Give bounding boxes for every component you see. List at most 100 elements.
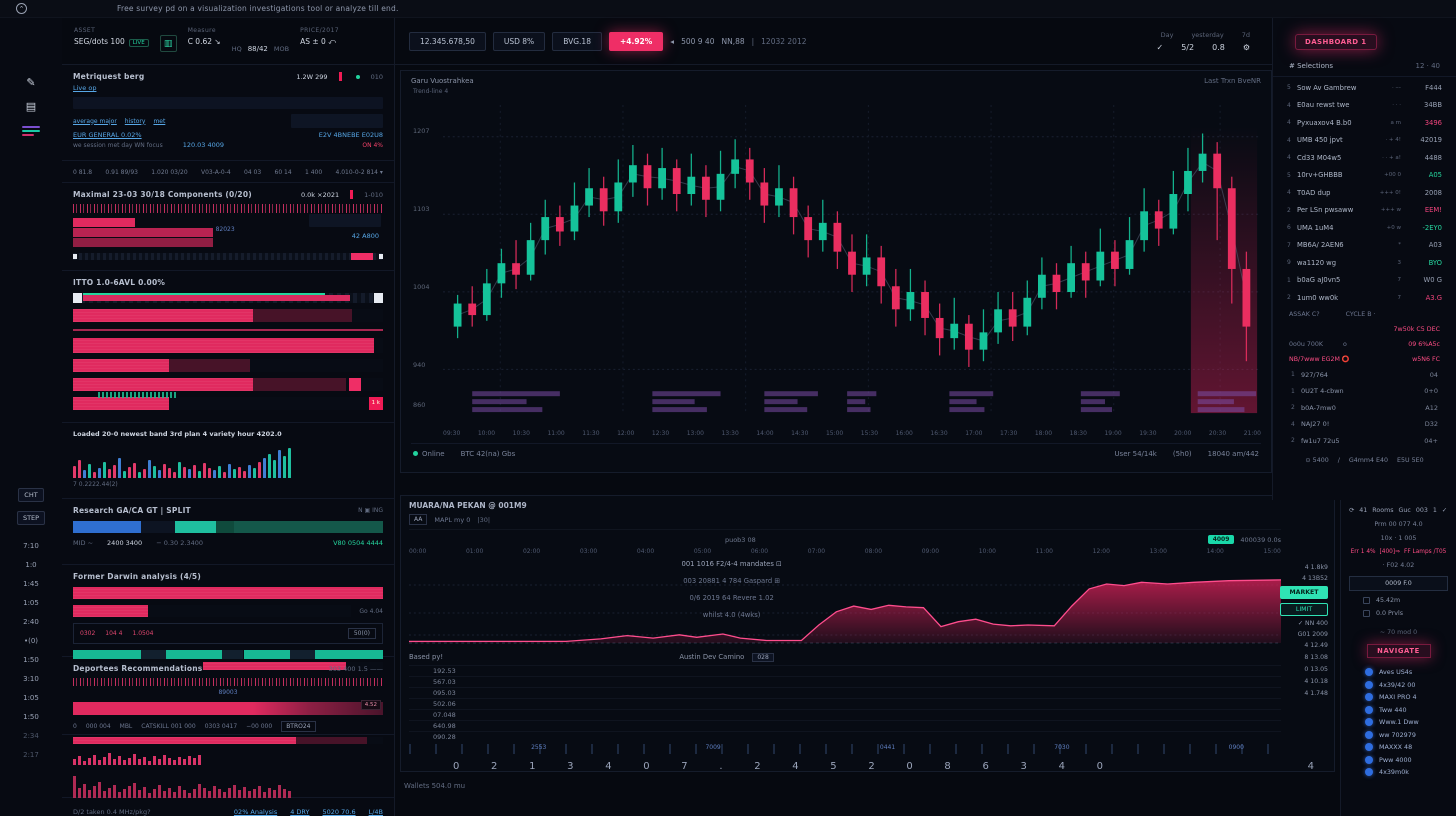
banner-logo-icon[interactable]: ⌃ bbox=[16, 3, 27, 14]
live-op-link[interactable]: Live op bbox=[73, 84, 97, 92]
watchlist-row[interactable]: 4 UMB 450 jpvt · + 4! 42019 bbox=[1287, 132, 1442, 150]
timeframe-item[interactable]: 2:40 bbox=[23, 618, 39, 626]
change-chip[interactable]: +4.92% bbox=[608, 31, 664, 51]
market-button[interactable]: MARKET bbox=[1280, 586, 1328, 599]
footer-link-5020[interactable]: 5020 70.6 bbox=[322, 808, 356, 816]
timeframe-item[interactable]: 7:10 bbox=[23, 542, 39, 550]
order-header-part[interactable]: ✓ bbox=[1441, 507, 1448, 514]
order-header-part[interactable]: 1 bbox=[1432, 507, 1437, 514]
buy-chip[interactable]: 4009 bbox=[1207, 535, 1235, 544]
dashboard-chip[interactable]: DASHBOARD 1 bbox=[1295, 34, 1377, 50]
nav-item[interactable]: MAXXX 48 bbox=[1365, 743, 1448, 751]
step-mode-chip[interactable]: STEP bbox=[16, 511, 46, 525]
brand-logo-icon[interactable] bbox=[22, 124, 40, 138]
checkbox-row-2[interactable]: 0.0 Prvls bbox=[1349, 610, 1448, 617]
watchlist-row[interactable]: 4 T0AD dup +++ 0! 2008 bbox=[1287, 184, 1442, 202]
watchlist-row[interactable]: 5 Sow Av Gambrew · –– F444 bbox=[1287, 79, 1442, 97]
timeframe-item[interactable]: 1:05 bbox=[23, 694, 39, 702]
nav-item[interactable]: 4x39/42 00 bbox=[1365, 680, 1448, 689]
darwin-box-chip[interactable]: 50(0) bbox=[347, 628, 376, 639]
order-header-part[interactable]: 41 bbox=[1359, 507, 1368, 514]
sublink-history[interactable]: history bbox=[124, 117, 146, 125]
foot-esu[interactable]: E5U 5E0 bbox=[1397, 457, 1424, 464]
position-row[interactable]: 1 0U2T 4-cbwn 0+0 bbox=[1273, 383, 1456, 400]
order-header-part[interactable]: Rooms bbox=[1372, 507, 1394, 514]
foot-refresh[interactable]: ⊙ 5400 bbox=[1305, 457, 1329, 464]
nav-item[interactable]: ww 702979 bbox=[1365, 730, 1448, 739]
nav-item[interactable]: Aves US4s bbox=[1365, 668, 1448, 676]
watchlist-row[interactable]: 4 Pyxuaxov4 B.b0 a m 3496 bbox=[1287, 114, 1442, 132]
nav-item[interactable]: Tww 440 bbox=[1365, 705, 1448, 714]
back-arrow-icon[interactable]: ◂ bbox=[670, 36, 675, 46]
position-row[interactable]: 2 b0A-7mw0 A12 bbox=[1273, 400, 1456, 417]
timeframe-item[interactable]: 1:50 bbox=[23, 656, 39, 664]
watchlist-row[interactable]: 5 10rv+GHBBB +00 0 A05 bbox=[1287, 167, 1442, 185]
expand-link[interactable]: ~ 70 mod 0 bbox=[1379, 629, 1418, 636]
timeframe-item[interactable]: 1:50 bbox=[23, 713, 39, 721]
limit-button[interactable]: LIMIT bbox=[1280, 603, 1328, 616]
slider-handle-right[interactable] bbox=[374, 293, 383, 303]
timeframe-item[interactable]: 2:17 bbox=[23, 751, 39, 759]
order-header-part[interactable]: ⟳ bbox=[1349, 507, 1355, 514]
order-header-part[interactable]: 003 bbox=[1415, 507, 1428, 514]
timeframe-item[interactable]: 1:45 bbox=[23, 580, 39, 588]
watchlist-row[interactable]: 1 b0aG aJ0vn5 7 W0 G bbox=[1287, 272, 1442, 290]
watchlist-row[interactable]: 4 E0au rewst twe · · · 34BB bbox=[1287, 97, 1442, 115]
watchlist-row[interactable]: 9 wa1120 wg 3 BYO bbox=[1287, 254, 1442, 272]
asset-value[interactable]: SEG/dots 100 LIVE bbox=[74, 37, 149, 47]
label-day[interactable]: Day bbox=[1160, 30, 1174, 39]
footer-link-dry[interactable]: 4 DRY bbox=[290, 808, 310, 816]
candlestick-plot[interactable] bbox=[443, 97, 1261, 427]
label-yesterday[interactable]: yesterday bbox=[1191, 30, 1224, 39]
currency-chip[interactable]: USD 8% bbox=[492, 31, 546, 51]
timeframe-item[interactable]: •(0) bbox=[23, 637, 39, 645]
index-chip[interactable]: BVG.18 bbox=[552, 31, 602, 51]
watchlist-row[interactable]: 6 UMA 1uM4 +0 w -2EY0 bbox=[1287, 219, 1442, 237]
checkbox-icon[interactable] bbox=[1363, 597, 1370, 604]
measure-value[interactable]: C 0.62 ↘ bbox=[187, 37, 221, 46]
sublink-met[interactable]: met bbox=[153, 117, 166, 125]
nav-item[interactable]: Pww 4000 bbox=[1365, 755, 1448, 764]
foot-gamma[interactable]: G4mm4 E40 bbox=[1348, 457, 1388, 464]
aa-chip[interactable]: AA bbox=[409, 514, 428, 525]
side-check[interactable]: ✓ NN 400 bbox=[1297, 620, 1328, 627]
x-axis-label: 15:30 bbox=[860, 430, 879, 437]
checkbox-icon-2[interactable] bbox=[1363, 610, 1370, 617]
slider-handle-left[interactable] bbox=[73, 293, 82, 303]
price-input[interactable]: 0009 F.0 bbox=[1349, 576, 1448, 591]
position-row[interactable]: 2 fw1u7 72u5 04+ bbox=[1273, 433, 1456, 450]
timeframe-item[interactable]: 1:0 bbox=[25, 561, 37, 569]
view-toggle-icon[interactable]: ▥ bbox=[159, 35, 177, 52]
timeframe-item[interactable]: 3:10 bbox=[23, 675, 39, 683]
checkbox-row-1[interactable]: 45.42m bbox=[1349, 597, 1448, 604]
footer-link-analysis[interactable]: 02% Analysis bbox=[233, 808, 278, 816]
watchlist-row[interactable]: 4 Cd33 M04w5 · · + a! 4488 bbox=[1287, 149, 1442, 167]
nav-item[interactable]: MAXI PRO 4 bbox=[1365, 693, 1448, 701]
timeframe-item[interactable]: 2:34 bbox=[23, 732, 39, 740]
draw-tool-icon[interactable]: ✎ bbox=[26, 76, 36, 89]
label-7d[interactable]: 7d bbox=[1241, 30, 1250, 39]
pair-label: BTC 42(na) Gbs bbox=[460, 450, 516, 458]
navigate-button[interactable]: NAVIGATE bbox=[1366, 644, 1431, 658]
chart-mode-chip[interactable]: CHT bbox=[18, 488, 44, 502]
gear-icon[interactable]: ⚙ bbox=[1242, 42, 1250, 52]
watchlist-row[interactable]: 2 Per LSn pwsaww +++ w EEM! bbox=[1287, 202, 1442, 220]
order-header-part[interactable]: Guc bbox=[1398, 507, 1411, 514]
position-row[interactable]: 1 927/764 04 bbox=[1273, 367, 1456, 384]
sublink-average[interactable]: average major bbox=[73, 117, 117, 125]
nav-item[interactable]: 4x39m0k bbox=[1365, 768, 1448, 776]
balance-chip[interactable]: 12.345.678,50 bbox=[409, 31, 486, 51]
area-plot[interactable] bbox=[409, 555, 1281, 647]
timeframe-item[interactable]: 1:05 bbox=[23, 599, 39, 607]
teal-segment bbox=[166, 650, 222, 659]
position-row[interactable]: 4 NAJ27 0! D32 bbox=[1273, 416, 1456, 433]
recs-row-chip[interactable]: BTRO24 bbox=[281, 721, 316, 732]
watchlist-row[interactable]: 7 MB6A/ 2AEN6 * A03 bbox=[1287, 237, 1442, 255]
grid-tool-icon[interactable]: ▤ bbox=[25, 100, 37, 113]
nav-item[interactable]: Www.1 Dww bbox=[1365, 718, 1448, 726]
depth-slider[interactable] bbox=[73, 293, 383, 303]
footer-link-l4b[interactable]: L/4B bbox=[368, 808, 383, 816]
recs-gradient-bar: 4.52 bbox=[73, 700, 383, 715]
eur-general-link[interactable]: EUR GENERAL 0.02% bbox=[73, 131, 142, 139]
watchlist-row[interactable]: 2 1um0 ww0k 7 A3.G bbox=[1287, 289, 1442, 307]
